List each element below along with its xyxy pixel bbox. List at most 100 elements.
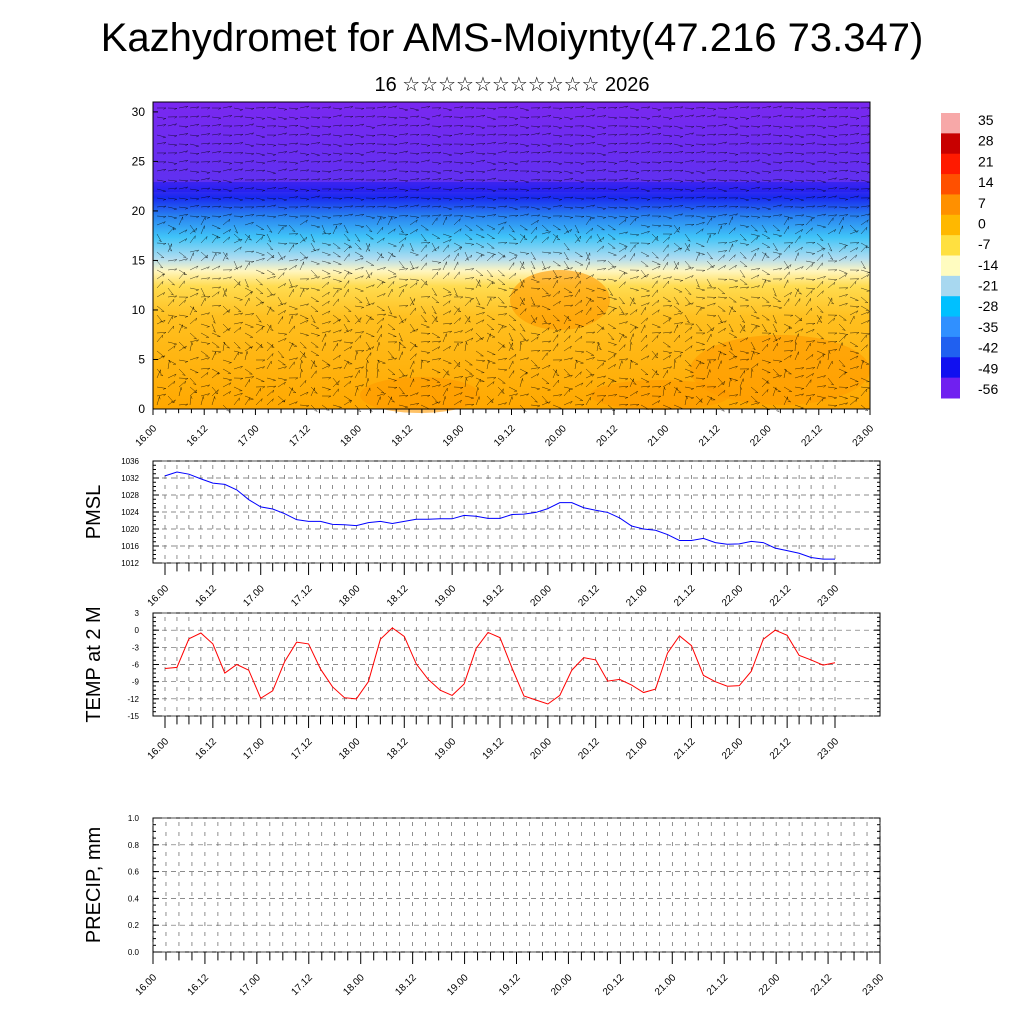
- wind-arrow: [728, 355, 738, 361]
- wind-arrow: [838, 177, 848, 181]
- wind-arrow: [310, 276, 320, 280]
- wind-arrow: [827, 115, 837, 118]
- wind-arrow-head: [592, 179, 596, 182]
- wind-arrow: [167, 206, 177, 210]
- wind-arrow: [750, 115, 760, 118]
- wind-arrow-head: [603, 279, 607, 282]
- wind-arrow: [816, 160, 826, 163]
- wind-arrow-head: [636, 276, 639, 279]
- wind-arrow: [376, 342, 380, 352]
- wind-arrow: [156, 197, 166, 200]
- wind-arrow: [299, 205, 309, 208]
- wind-arrow: [299, 125, 309, 129]
- wind-arrow-head: [724, 250, 728, 253]
- wind-arrow-head: [426, 352, 430, 354]
- wind-arrow: [574, 224, 580, 234]
- wind-arrow-head: [394, 168, 397, 172]
- wind-arrow-head: [162, 199, 166, 201]
- wind-arrow: [497, 323, 507, 328]
- wind-arrow: [200, 177, 210, 181]
- wind-arrow-head: [532, 276, 535, 279]
- wind-arrow: [255, 327, 264, 334]
- wind-arrow-head: [503, 289, 507, 292]
- wind-arrow: [233, 352, 239, 361]
- wind-arrow-head: [306, 117, 310, 120]
- wind-arrow: [662, 143, 672, 145]
- wind-arrow: [211, 351, 216, 361]
- wind-arrow-head: [602, 237, 605, 241]
- wind-arrow: [816, 332, 824, 340]
- wind-arrow-head: [361, 307, 364, 309]
- wind-arrow-head: [569, 217, 573, 219]
- wind-arrow: [541, 278, 551, 280]
- wind-arrow: [838, 294, 848, 298]
- wind-arrow: [156, 260, 163, 269]
- wind-arrow: [728, 213, 738, 217]
- wind-arrow: [860, 287, 870, 292]
- wind-arrow-head: [438, 205, 442, 208]
- wind-arrow: [827, 161, 837, 164]
- wind-arrow-head: [273, 293, 276, 297]
- wind-arrow-head: [328, 377, 332, 380]
- wind-arrow-head: [251, 206, 255, 209]
- wind-arrow-head: [306, 288, 310, 291]
- wind-arrow-head: [855, 254, 857, 258]
- wind-arrow: [651, 386, 661, 388]
- wind-arrow: [563, 368, 571, 376]
- wind-arrow-head: [723, 328, 726, 331]
- wind-arrow: [750, 186, 760, 190]
- wind-arrow: [464, 296, 474, 299]
- wind-arrow-head: [449, 310, 452, 314]
- wind-arrow-head: [532, 303, 536, 306]
- wind-arrow-head: [295, 196, 299, 199]
- wind-arrow-head: [724, 116, 728, 119]
- wind-arrow: [519, 107, 529, 111]
- wind-arrow: [497, 313, 507, 316]
- wind-arrow-head: [394, 153, 398, 156]
- wind-arrow: [486, 197, 496, 200]
- wind-arrow: [530, 160, 540, 163]
- wind-arrow: [695, 361, 701, 370]
- wind-arrow-head: [426, 145, 430, 147]
- wind-arrow: [673, 213, 683, 217]
- wind-arrow: [354, 152, 364, 156]
- wind-arrow-head: [845, 214, 849, 217]
- wind-arrow: [211, 286, 221, 289]
- wind-arrow: [761, 314, 770, 321]
- wind-arrow: [189, 275, 199, 280]
- wind-arrow: [453, 305, 462, 313]
- wind-arrow: [739, 286, 749, 289]
- wind-arrow: [728, 254, 736, 262]
- wind-arrow-head: [811, 227, 813, 231]
- wind-arrow-head: [350, 329, 353, 332]
- wind-arrow: [530, 386, 540, 390]
- wind-arrow: [761, 142, 771, 145]
- wind-arrow: [629, 215, 639, 218]
- wind-arrow-head: [284, 302, 287, 306]
- wind-arrow-head: [284, 151, 288, 154]
- wind-arrow: [288, 188, 298, 191]
- wind-arrow: [717, 225, 722, 235]
- wind-arrow: [442, 310, 451, 316]
- wind-arrow-head: [580, 181, 584, 183]
- wind-arrow: [277, 377, 287, 381]
- wind-arrow: [794, 317, 802, 325]
- wind-arrow: [321, 300, 330, 307]
- wind-arrow-head: [481, 307, 485, 310]
- wind-arrow: [541, 161, 551, 163]
- wind-arrow-head: [415, 109, 419, 112]
- wind-arrow-head: [448, 254, 450, 258]
- wind-arrow: [442, 322, 452, 325]
- wind-arrow-head: [801, 375, 804, 378]
- wind-arrow: [431, 368, 441, 373]
- wind-arrow: [783, 395, 791, 403]
- wind-arrow: [288, 313, 298, 316]
- wind-arrow-head: [592, 357, 595, 360]
- wind-arrow: [717, 169, 727, 172]
- wind-arrow-head: [536, 219, 539, 223]
- wind-arrow-head: [159, 266, 163, 269]
- wind-arrow: [772, 233, 782, 237]
- wind-arrow-head: [624, 199, 628, 201]
- wind-arrow-head: [644, 373, 648, 375]
- wind-arrow: [805, 373, 814, 379]
